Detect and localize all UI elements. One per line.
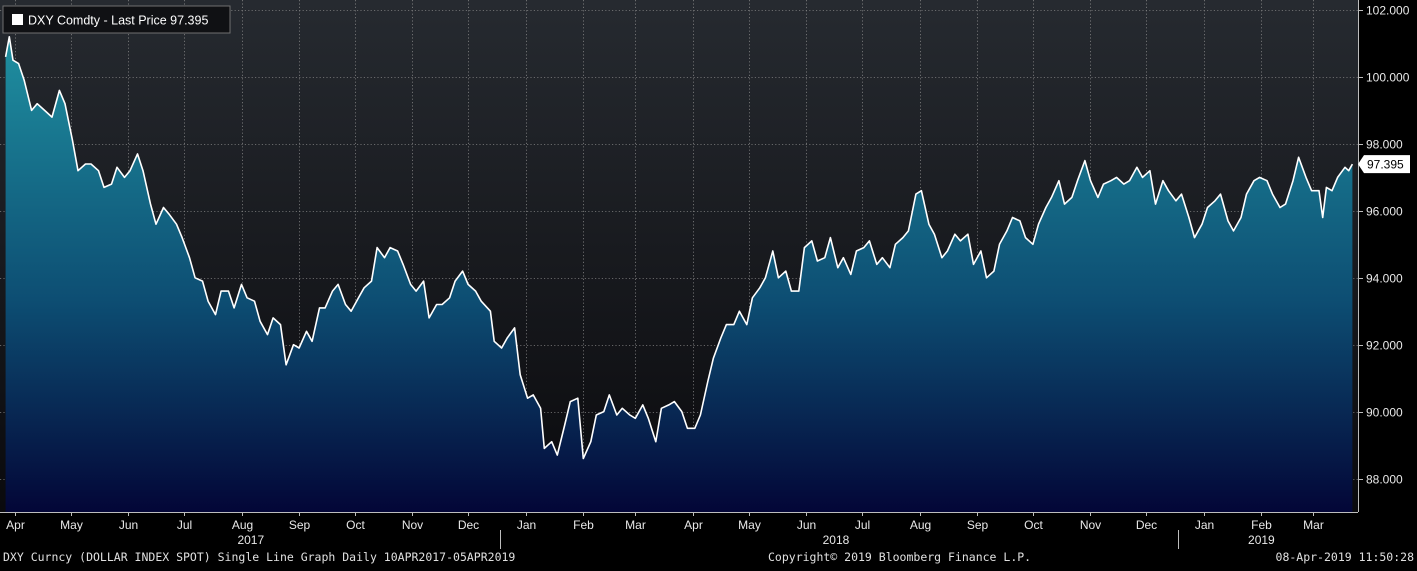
series-area <box>5 36 1353 513</box>
y-tick-label: 90.000 <box>1366 406 1403 420</box>
footer-timestamp: 08-Apr-2019 11:50:28 <box>1276 550 1415 564</box>
legend-label: DXY Comdty - Last Price 97.395 <box>28 14 208 28</box>
x-tick-label: Aug <box>232 518 253 532</box>
x-tick-label: Jan <box>517 518 536 532</box>
legend-swatch <box>12 14 23 25</box>
x-tick-label: Jul <box>855 518 870 532</box>
y-tick-label: 96.000 <box>1366 205 1403 219</box>
x-axis: Apr May Jun Jul Aug Sep Oct Nov Dec Jan Feb Mar Apr M… <box>6 512 1324 549</box>
series-line <box>4 36 1354 460</box>
x-tick-label: Aug <box>910 518 931 532</box>
x-tick-label: Feb <box>1251 518 1272 532</box>
x-tick-label: Mar <box>625 518 646 532</box>
x-tick-label: Jun <box>119 518 138 532</box>
x-year-label: 2019 <box>1248 533 1275 547</box>
x-tick-label: Jun <box>797 518 816 532</box>
x-tick-label: Feb <box>573 518 594 532</box>
y-axis: 88.000 90.000 92.000 94.000 96.000 98.000 100.… <box>1358 4 1410 487</box>
x-tick-label: Oct <box>346 518 365 532</box>
y-tick-label: 92.000 <box>1366 339 1403 353</box>
x-tick-label: Sep <box>967 518 989 532</box>
x-tick-label: Jul <box>177 518 192 532</box>
legend-box <box>2 5 231 34</box>
y-tick-label: 102.000 <box>1366 4 1410 18</box>
y-tick-label: 88.000 <box>1366 473 1403 487</box>
last-price-marker: 97.395 <box>1358 155 1410 174</box>
footer-description: DXY Curncy (DOLLAR INDEX SPOT) Single Li… <box>3 550 515 564</box>
x-year-label: 2018 <box>823 533 850 547</box>
legend: DXY Comdty - Last Price 97.395 <box>2 5 231 34</box>
last-price-label: 97.395 <box>1367 158 1404 172</box>
y-tick-label: 98.000 <box>1366 138 1403 152</box>
footer-copyright: Copyright© 2019 Bloomberg Finance L.P. <box>768 550 1031 564</box>
x-tick-label: Nov <box>402 518 423 532</box>
x-tick-label: Jan <box>1195 518 1214 532</box>
x-tick-label: Oct <box>1024 518 1043 532</box>
x-tick-label: May <box>738 518 761 532</box>
x-tick-label: Dec <box>458 518 479 532</box>
x-tick-label: Mar <box>1303 518 1324 532</box>
x-tick-label: Sep <box>289 518 311 532</box>
x-tick-label: Dec <box>1136 518 1157 532</box>
y-tick-label: 94.000 <box>1366 272 1403 286</box>
y-tick-label: 100.000 <box>1366 71 1410 85</box>
x-tick-label: Nov <box>1080 518 1101 532</box>
last-price-box <box>1358 155 1410 174</box>
x-tick-label: Apr <box>6 518 25 532</box>
x-tick-label: May <box>60 518 83 532</box>
x-tick-label: Apr <box>684 518 703 532</box>
x-year-label: 2017 <box>237 533 264 547</box>
